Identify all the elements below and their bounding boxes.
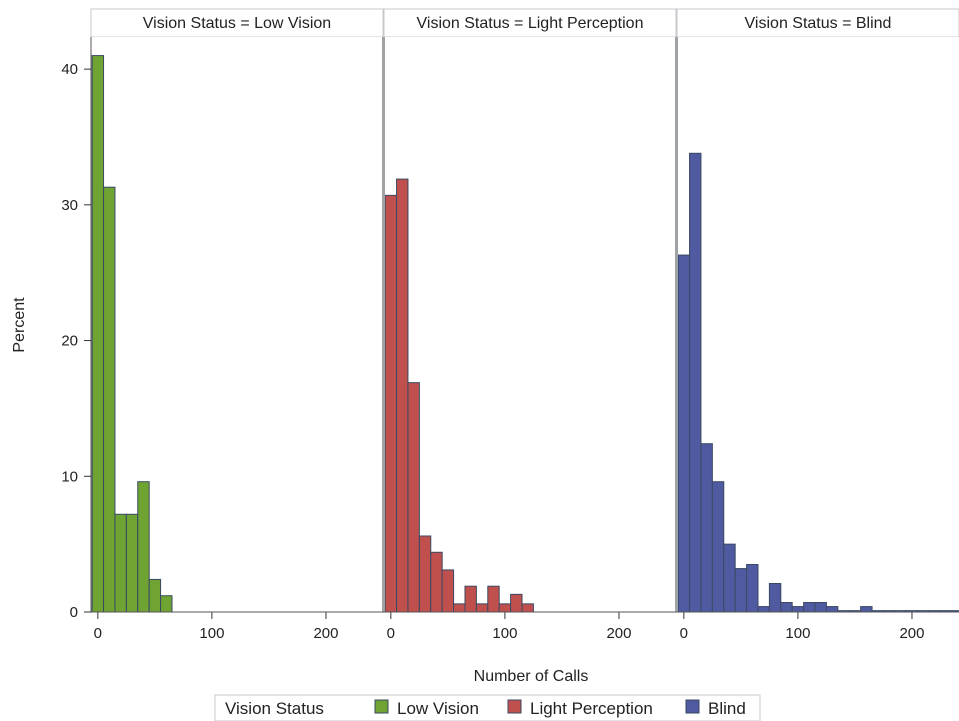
histogram-bar — [125, 513, 139, 613]
x-tick-label: 100 — [785, 625, 810, 642]
legend: Vision Status Low Vision Light Perception B… — [214, 694, 761, 721]
x-tick-label: 200 — [606, 625, 631, 642]
legend-swatch — [374, 699, 389, 714]
plot-area — [384, 37, 676, 612]
x-tick-label: 0 — [94, 625, 102, 642]
x-tick-label: 0 — [387, 625, 395, 642]
histogram-bar — [757, 606, 770, 613]
legend-label: Light Perception — [530, 699, 653, 718]
histogram-bar — [791, 606, 805, 613]
histogram-bar — [734, 568, 748, 613]
histogram-bar — [746, 564, 759, 613]
x-tick-label: 100 — [492, 625, 517, 642]
panel-title: Vision Status = Low Vision — [143, 15, 331, 32]
histogram-bar — [780, 602, 793, 613]
histogram-bar — [711, 481, 725, 613]
histogram-bar — [825, 606, 839, 613]
histogram-bar — [768, 583, 782, 613]
histogram-bar — [510, 593, 523, 613]
histogram-bar — [103, 186, 116, 613]
panel-light-perception: Vision Status = Light Perception — [383, 8, 677, 613]
y-tick-label: 40 — [61, 61, 78, 78]
histogram-bar — [803, 602, 816, 613]
legend-swatch — [507, 699, 522, 714]
panel-title: Vision Status = Blind — [745, 15, 892, 32]
histogram-bar — [677, 254, 691, 613]
histogram-bar — [521, 603, 534, 613]
histogram-bar — [137, 481, 150, 613]
histogram-bar — [723, 543, 736, 613]
histogram-bar — [441, 569, 455, 613]
y-axis: 0 10 20 30 40 — [61, 37, 92, 621]
histogram-bar — [430, 551, 443, 613]
histogram-bar — [453, 603, 466, 613]
histogram-bar — [689, 152, 702, 613]
legend-swatch — [685, 699, 700, 714]
histogram-bar — [148, 578, 162, 613]
histogram-bar — [860, 606, 873, 613]
histogram-bar — [396, 178, 409, 613]
histogram-bar — [498, 603, 512, 613]
x-tick-label: 100 — [199, 625, 224, 642]
legend-box — [214, 694, 761, 721]
histogram-bar — [418, 535, 432, 613]
histogram-bar — [814, 602, 827, 613]
y-tick-label: 10 — [61, 468, 78, 485]
histogram-bar — [384, 194, 398, 613]
legend-label: Low Vision — [397, 699, 479, 718]
y-axis-title: Percent — [11, 297, 28, 353]
x-tick-label: 200 — [899, 625, 924, 642]
legend-title: Vision Status — [225, 699, 324, 718]
histogram-bar — [464, 585, 477, 613]
histogram-bar — [700, 443, 713, 613]
histogram-bar — [114, 513, 127, 613]
histogram-bar — [475, 603, 489, 613]
legend-label: Blind — [708, 699, 746, 718]
y-tick-label: 30 — [61, 197, 78, 214]
panel-blind: Vision Status = Blind — [676, 8, 959, 613]
histogram-bar — [407, 382, 420, 613]
y-tick-label: 20 — [61, 333, 78, 350]
x-tick-label: 0 — [680, 625, 688, 642]
x-axes: 0 100 200 0 100 200 0 100 200 — [91, 611, 959, 642]
panels: Vision Status = Low Vision Vision Status … — [90, 8, 959, 613]
x-tick-label: 200 — [313, 625, 338, 642]
panel-title: Vision Status = Light Perception — [417, 15, 644, 32]
y-tick-label: 0 — [70, 604, 78, 621]
histogram-bar — [91, 55, 105, 613]
panel-header — [90, 8, 384, 38]
histogram-bar — [160, 595, 173, 613]
histogram-bar — [487, 585, 500, 613]
x-axis-title: Number of Calls — [474, 668, 589, 685]
panel-low-vision: Vision Status = Low Vision — [90, 8, 384, 613]
